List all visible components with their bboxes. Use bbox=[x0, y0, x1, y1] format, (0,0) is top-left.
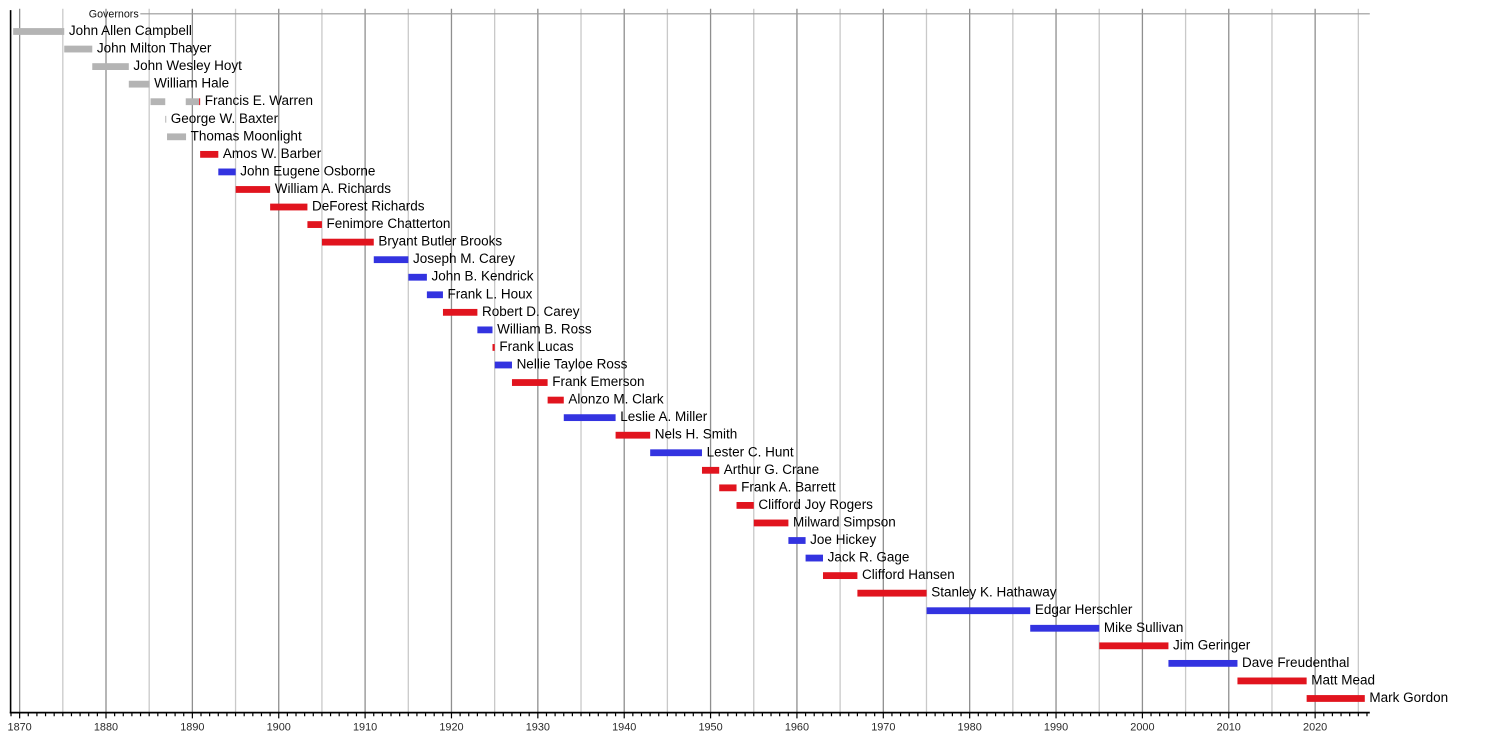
svg-text:Clifford Hansen: Clifford Hansen bbox=[862, 567, 955, 582]
svg-text:1870: 1870 bbox=[8, 722, 32, 732]
svg-text:John Eugene Osborne: John Eugene Osborne bbox=[240, 163, 375, 178]
svg-text:George W. Baxter: George W. Baxter bbox=[171, 111, 279, 126]
svg-text:2020: 2020 bbox=[1303, 722, 1327, 732]
svg-text:William Hale: William Hale bbox=[154, 76, 229, 91]
svg-text:Nels H. Smith: Nels H. Smith bbox=[655, 427, 738, 442]
svg-text:Bryant Butler Brooks: Bryant Butler Brooks bbox=[378, 234, 502, 249]
svg-text:DeForest Richards: DeForest Richards bbox=[312, 199, 425, 214]
svg-text:Frank L. Houx: Frank L. Houx bbox=[448, 286, 533, 301]
svg-text:John Allen Campbell: John Allen Campbell bbox=[69, 23, 192, 38]
svg-text:John Milton Thayer: John Milton Thayer bbox=[97, 41, 212, 56]
svg-text:2010: 2010 bbox=[1217, 722, 1241, 732]
svg-text:1890: 1890 bbox=[180, 722, 204, 732]
svg-text:1900: 1900 bbox=[267, 722, 291, 732]
svg-text:Edgar Herschler: Edgar Herschler bbox=[1035, 602, 1133, 617]
svg-text:Milward Simpson: Milward Simpson bbox=[793, 514, 896, 529]
svg-text:Clifford Joy Rogers: Clifford Joy Rogers bbox=[758, 497, 873, 512]
svg-text:Amos W. Barber: Amos W. Barber bbox=[223, 146, 322, 161]
svg-text:Jack R. Gage: Jack R. Gage bbox=[828, 550, 910, 565]
svg-text:John B. Kendrick: John B. Kendrick bbox=[431, 269, 533, 284]
svg-text:Frank Lucas: Frank Lucas bbox=[499, 339, 574, 354]
svg-text:Leslie A. Miller: Leslie A. Miller bbox=[620, 409, 708, 424]
svg-text:1980: 1980 bbox=[958, 722, 982, 732]
svg-text:Matt Mead: Matt Mead bbox=[1311, 672, 1375, 687]
svg-text:Robert D. Carey: Robert D. Carey bbox=[482, 304, 580, 319]
svg-text:1920: 1920 bbox=[439, 722, 463, 732]
svg-text:Alonzo M. Clark: Alonzo M. Clark bbox=[568, 392, 664, 407]
svg-text:Frank A. Barrett: Frank A. Barrett bbox=[741, 479, 836, 494]
svg-text:Governors: Governors bbox=[89, 8, 139, 20]
svg-text:Stanley K. Hathaway: Stanley K. Hathaway bbox=[931, 585, 1057, 600]
svg-text:Arthur G. Crane: Arthur G. Crane bbox=[724, 462, 819, 477]
svg-text:Joseph M. Carey: Joseph M. Carey bbox=[413, 251, 515, 266]
svg-text:John Wesley Hoyt: John Wesley Hoyt bbox=[133, 58, 242, 73]
svg-text:Dave Freudenthal: Dave Freudenthal bbox=[1242, 655, 1349, 670]
svg-text:Thomas Moonlight: Thomas Moonlight bbox=[191, 128, 302, 143]
svg-text:Francis E. Warren: Francis E. Warren bbox=[205, 93, 313, 108]
svg-text:2000: 2000 bbox=[1130, 722, 1154, 732]
svg-text:1970: 1970 bbox=[871, 722, 895, 732]
svg-text:Frank Emerson: Frank Emerson bbox=[552, 374, 644, 389]
svg-text:1940: 1940 bbox=[612, 722, 636, 732]
svg-text:Nellie Tayloe Ross: Nellie Tayloe Ross bbox=[517, 356, 628, 371]
svg-text:1930: 1930 bbox=[526, 722, 550, 732]
svg-text:1960: 1960 bbox=[785, 722, 809, 732]
svg-text:Jim Geringer: Jim Geringer bbox=[1173, 637, 1251, 652]
svg-text:1950: 1950 bbox=[698, 722, 722, 732]
svg-text:William A. Richards: William A. Richards bbox=[275, 181, 392, 196]
svg-text:Joe Hickey: Joe Hickey bbox=[810, 532, 876, 547]
svg-text:1910: 1910 bbox=[353, 722, 377, 732]
svg-text:Mike Sullivan: Mike Sullivan bbox=[1104, 620, 1184, 635]
svg-text:Mark Gordon: Mark Gordon bbox=[1369, 690, 1448, 705]
svg-text:1880: 1880 bbox=[94, 722, 118, 732]
svg-text:1990: 1990 bbox=[1044, 722, 1068, 732]
svg-text:Lester C. Hunt: Lester C. Hunt bbox=[707, 444, 794, 459]
svg-text:Fenimore Chatterton: Fenimore Chatterton bbox=[327, 216, 451, 231]
svg-text:William B. Ross: William B. Ross bbox=[497, 321, 592, 336]
